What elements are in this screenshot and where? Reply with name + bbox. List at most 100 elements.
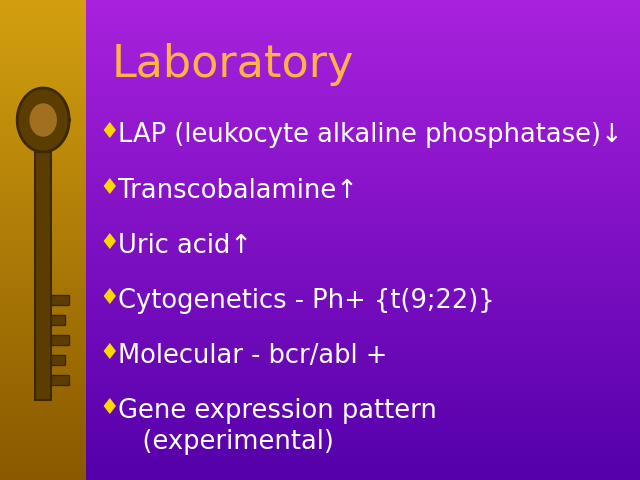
Bar [0, 200, 86, 208]
Bar [0, 264, 86, 272]
Bar [0, 136, 640, 144]
Bar [0, 232, 86, 240]
Bar [0, 416, 640, 424]
Bar [0, 128, 86, 136]
Bar [0, 144, 640, 152]
Bar [0, 120, 86, 128]
Bar [0, 464, 640, 472]
Bar [0, 432, 86, 440]
Bar [0, 352, 86, 360]
Bar [0, 424, 640, 432]
Bar [0, 272, 640, 280]
Bar [0, 288, 640, 296]
Bar [0, 248, 640, 256]
Bar [0, 360, 86, 368]
Bar [0, 64, 86, 72]
Text: Transcobalamine↑: Transcobalamine↑ [118, 178, 358, 204]
Bar [0, 8, 86, 16]
Text: ♦: ♦ [99, 122, 119, 143]
Bar [0, 24, 640, 32]
Bar [51, 295, 69, 305]
Text: Gene expression pattern
   (experimental): Gene expression pattern (experimental) [118, 398, 437, 456]
Bar [0, 240, 86, 248]
Bar [0, 184, 86, 192]
Bar [0, 336, 86, 344]
Bar [0, 104, 640, 112]
Bar [0, 240, 640, 248]
Text: ♦: ♦ [99, 288, 119, 308]
Bar [0, 248, 86, 256]
Bar [0, 168, 86, 176]
Bar [0, 256, 86, 264]
Bar [0, 320, 640, 328]
Bar [0, 296, 86, 304]
Bar [0, 376, 640, 384]
Bar [0, 176, 640, 184]
Bar [0, 96, 640, 104]
Bar [0, 328, 86, 336]
Bar [0, 72, 86, 80]
Bar [0, 456, 640, 464]
Bar [0, 344, 86, 352]
Bar [0, 376, 86, 384]
Bar [0, 152, 86, 160]
Bar [51, 375, 69, 385]
Bar [0, 448, 86, 456]
Bar [0, 192, 640, 200]
Bar [0, 408, 640, 416]
Bar [0, 48, 640, 56]
Bar [0, 136, 86, 144]
Bar [0, 352, 640, 360]
Bar [0, 48, 86, 56]
Bar [0, 80, 86, 88]
Bar [0, 320, 86, 328]
Bar [0, 384, 640, 392]
Bar [0, 272, 86, 280]
Bar [0, 464, 86, 472]
Text: ♦: ♦ [99, 343, 119, 363]
Bar [0, 64, 640, 72]
Bar [0, 8, 640, 16]
Bar [0, 296, 640, 304]
Bar [0, 336, 640, 344]
Polygon shape [30, 104, 56, 136]
Polygon shape [17, 88, 69, 152]
Bar [35, 152, 51, 400]
Text: ♦: ♦ [99, 398, 119, 419]
Bar [0, 96, 86, 104]
Text: LAP (leukocyte alkaline phosphatase)↓: LAP (leukocyte alkaline phosphatase)↓ [118, 122, 623, 148]
Bar [0, 56, 640, 64]
Bar [0, 384, 86, 392]
Bar [0, 16, 86, 24]
Bar [0, 408, 86, 416]
Bar [0, 184, 640, 192]
Bar [0, 472, 640, 480]
Text: ♦: ♦ [99, 233, 119, 253]
Bar [0, 32, 86, 40]
Bar [0, 80, 640, 88]
Bar [0, 88, 86, 96]
Bar [0, 304, 640, 312]
Text: Uric acid↑: Uric acid↑ [118, 233, 252, 259]
Bar [0, 432, 640, 440]
Text: ♦: ♦ [99, 178, 119, 198]
Bar [0, 328, 640, 336]
Bar [51, 355, 65, 365]
Bar [0, 104, 86, 112]
Bar [0, 264, 640, 272]
Bar [0, 280, 86, 288]
Bar [0, 368, 640, 376]
Bar [51, 335, 69, 345]
Bar [0, 344, 640, 352]
Bar [0, 160, 86, 168]
Bar [0, 32, 640, 40]
Bar [0, 392, 640, 400]
Bar [0, 288, 86, 296]
Bar [0, 280, 640, 288]
Bar [0, 160, 640, 168]
Bar [0, 152, 640, 160]
Bar [0, 72, 640, 80]
Bar [0, 40, 640, 48]
Bar [0, 312, 640, 320]
Bar [0, 256, 640, 264]
